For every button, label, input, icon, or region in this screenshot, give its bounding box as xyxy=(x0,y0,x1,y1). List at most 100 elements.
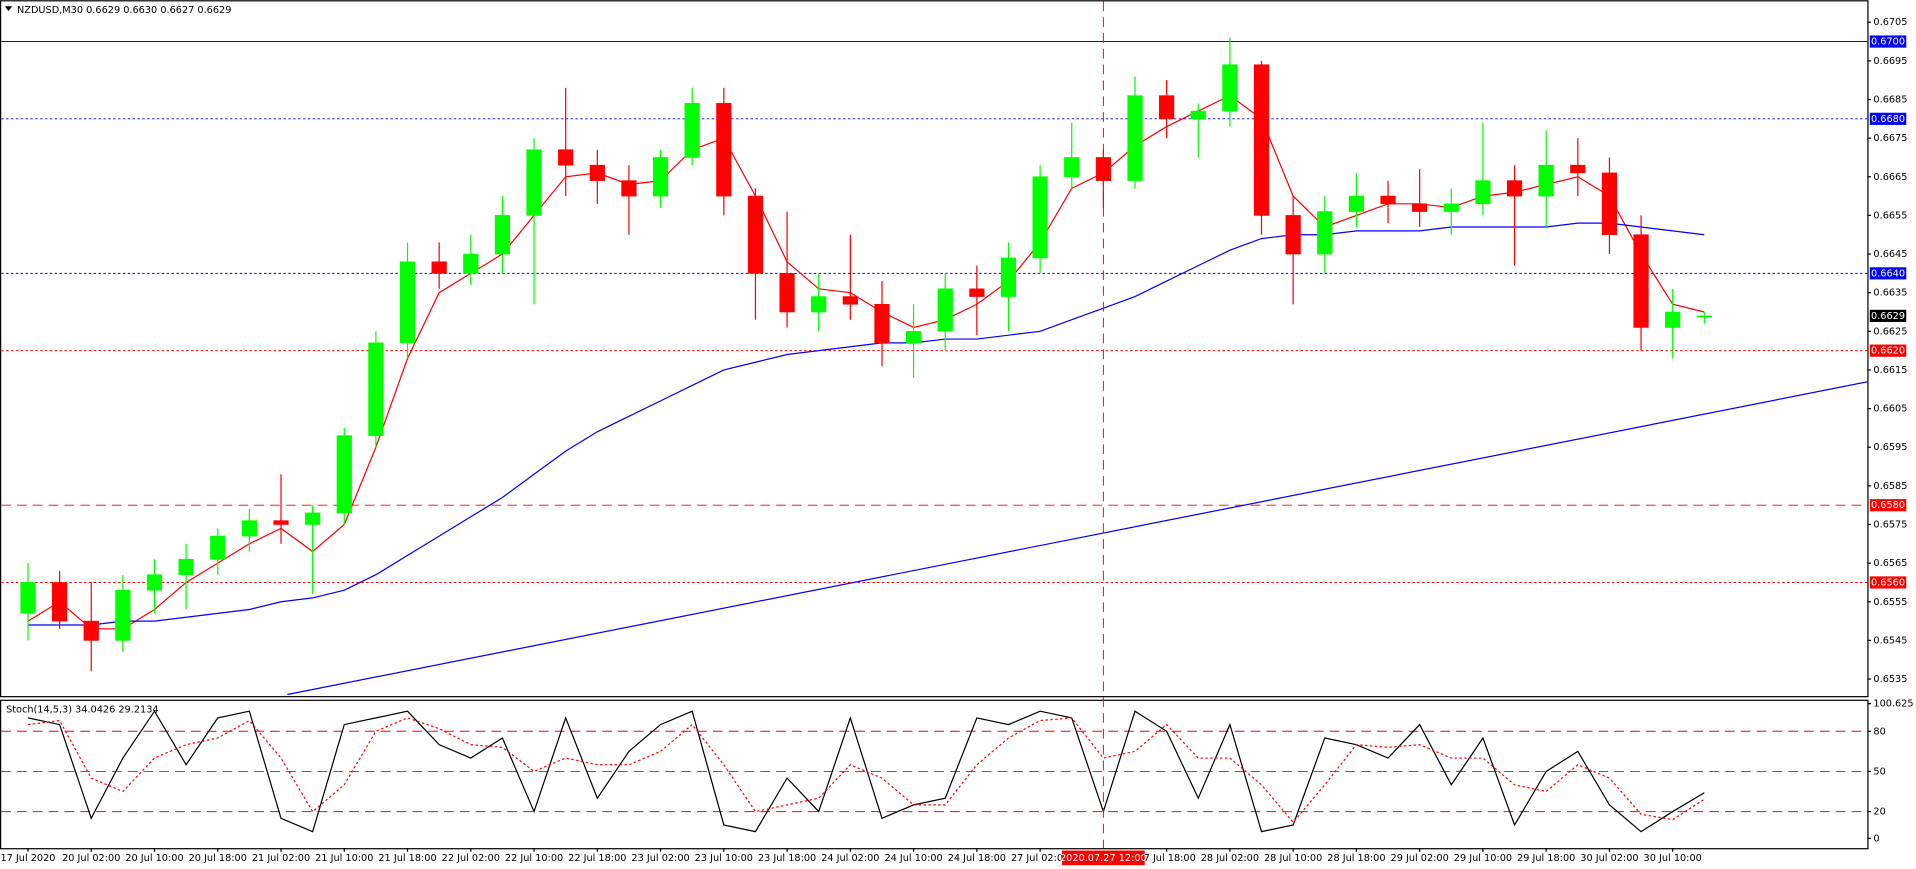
candle-body xyxy=(747,195,764,274)
candle-body xyxy=(463,253,479,274)
main-panel-frame xyxy=(0,0,1869,698)
y-tick-label: 0.6645 xyxy=(1873,249,1907,260)
candle-body xyxy=(621,180,637,197)
level-label: 0.6620 xyxy=(1871,346,1905,357)
candle-body xyxy=(431,261,447,274)
candle-body xyxy=(1538,164,1554,197)
x-tick-label: 29 Jul 02:00 xyxy=(1391,853,1449,864)
candle-body xyxy=(684,103,700,158)
candle-body xyxy=(52,582,68,622)
candle-body xyxy=(1443,203,1459,212)
y-tick-label: 0.6605 xyxy=(1873,404,1907,415)
y-tick-label: 20 xyxy=(1873,807,1885,818)
header-arrow xyxy=(4,6,13,12)
x-tick-label: 24 Jul 18:00 xyxy=(948,853,1006,864)
x-tick-label: 23 Jul 02:00 xyxy=(631,853,689,864)
y-tick-label: 0.6565 xyxy=(1873,558,1907,569)
candle-body xyxy=(178,558,194,576)
plot-area xyxy=(1,710,1868,833)
x-tick-label: 23 Jul 10:00 xyxy=(695,853,753,864)
y-tick-label: 0.6615 xyxy=(1873,365,1907,376)
candle-body xyxy=(1633,234,1649,328)
candle-body xyxy=(494,215,511,255)
x-tick-label: 20 Jul 10:00 xyxy=(125,853,183,864)
x-tick-label: 21 Jul 10:00 xyxy=(315,853,373,864)
level-label-box xyxy=(1869,576,1907,589)
y-tick-label: 50 xyxy=(1873,766,1885,777)
candle-body xyxy=(1317,211,1333,255)
y-tick-label: 0.6695 xyxy=(1873,56,1907,67)
candle-body xyxy=(1348,195,1365,212)
x-tick-label: 27 Jul 02:00 xyxy=(1011,853,1069,864)
level-label-box xyxy=(1869,344,1907,357)
candle-body xyxy=(937,288,953,332)
stoch-title: Stoch(14,5,3) 34.0426 29.2134 xyxy=(6,704,158,715)
crosshair-label-box xyxy=(1062,850,1145,866)
candle-body xyxy=(1032,176,1048,259)
y-tick-label: 0.6595 xyxy=(1873,442,1907,453)
level-label-box xyxy=(1869,112,1907,125)
crosshair-label: 2020.07.27 12:00 xyxy=(1060,853,1147,864)
candle-body xyxy=(1506,180,1523,197)
candle-body xyxy=(1412,203,1428,212)
candle-body xyxy=(305,512,321,525)
candle-body xyxy=(1380,195,1396,205)
x-tick-label: 20 Jul 02:00 xyxy=(62,853,120,864)
x-tick-label: 20 Jul 18:00 xyxy=(189,853,247,864)
candle-body xyxy=(1475,180,1491,205)
candle-body xyxy=(716,103,732,197)
candle-body xyxy=(874,303,890,344)
y-tick-label: 0.6705 xyxy=(1873,17,1907,28)
level-label-box xyxy=(1869,35,1907,48)
candle-body xyxy=(1665,311,1681,328)
y-tick-label: 0.6555 xyxy=(1873,597,1907,608)
current-price-label: 0.6629 xyxy=(1871,311,1905,322)
level-label: 0.6700 xyxy=(1871,37,1905,48)
candle-body xyxy=(1000,257,1017,297)
y-tick-label: 0.6585 xyxy=(1873,481,1907,492)
candle-body xyxy=(589,164,605,181)
x-tick-label: 17 Jul 2020 xyxy=(0,853,55,864)
candle-body xyxy=(1253,64,1270,216)
y-tick-label: 80 xyxy=(1873,726,1885,737)
candle-body xyxy=(83,620,99,641)
x-tick-label: 21 Jul 02:00 xyxy=(252,853,310,864)
candle-body xyxy=(1159,95,1175,120)
x-tick-label: 30 Jul 02:00 xyxy=(1580,853,1638,864)
y-tick-label: 0 xyxy=(1873,833,1879,844)
candle-body xyxy=(20,582,36,614)
candle-body xyxy=(1190,110,1206,120)
level-label: 0.6640 xyxy=(1871,268,1905,279)
candle-body xyxy=(368,342,384,436)
x-tick-label: 22 Jul 10:00 xyxy=(505,853,563,864)
candle-body xyxy=(1222,64,1238,112)
candle-body xyxy=(526,149,542,216)
candle-body xyxy=(210,535,226,560)
plot-area xyxy=(1,37,1868,696)
x-tick-label: 23 Jul 18:00 xyxy=(758,853,816,864)
y-tick-label: 0.6635 xyxy=(1873,288,1907,299)
y-tick-label: 0.6665 xyxy=(1873,172,1907,183)
candle-body xyxy=(1570,164,1586,174)
y-tick-label: 0.6545 xyxy=(1873,635,1907,646)
candle-body xyxy=(399,261,416,344)
x-tick-label: 29 Jul 18:00 xyxy=(1517,853,1575,864)
chart-title: NZDUSD,M30 0.6629 0.6630 0.6627 0.6629 xyxy=(17,5,231,16)
candle-body xyxy=(779,273,795,313)
y-tick-label: 100.625 xyxy=(1873,699,1913,710)
x-tick-label: 21 Jul 18:00 xyxy=(378,853,436,864)
candle-body xyxy=(905,331,922,344)
x-tick-label: 29 Jul 10:00 xyxy=(1454,853,1512,864)
candle-body xyxy=(969,288,985,297)
candle-body xyxy=(1601,172,1618,236)
y-tick-label: 0.6575 xyxy=(1873,520,1907,531)
stoch-panel-frame xyxy=(0,699,1869,850)
x-tick-label: 27 Jul 18:00 xyxy=(1137,853,1195,864)
indicator-line xyxy=(27,222,1705,626)
x-tick-label: 28 Jul 10:00 xyxy=(1264,853,1322,864)
x-tick-label: 30 Jul 10:00 xyxy=(1644,853,1702,864)
x-tick-label: 28 Jul 18:00 xyxy=(1327,853,1385,864)
current-price-box xyxy=(1869,309,1907,322)
